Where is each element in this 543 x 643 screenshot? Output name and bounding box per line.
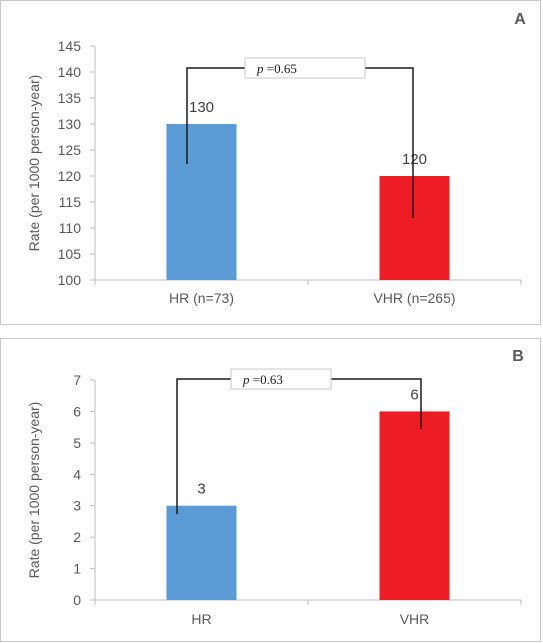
bar <box>166 124 237 280</box>
y-tick-label: 0 <box>73 592 81 608</box>
p-value-label: p =0.63 <box>242 372 283 387</box>
panel-label: A <box>514 11 526 28</box>
y-tick-label: 145 <box>58 38 82 54</box>
bar <box>379 176 450 280</box>
y-axis-title: Rate (per 1000 person-year) <box>26 75 42 252</box>
p-symbol: p <box>256 61 264 76</box>
data-label: 6 <box>410 386 418 403</box>
p-value-label: p =0.65 <box>256 61 297 76</box>
p-value-box <box>230 368 332 390</box>
data-label: 130 <box>189 99 214 116</box>
y-tick-label: 1 <box>73 561 81 577</box>
y-tick-label: 110 <box>59 220 82 236</box>
y-tick-label: 2 <box>73 529 81 545</box>
chart-panel-a: A 100 105 110 115 120 125 130 135 140 145 130 HR (n=… <box>0 0 541 325</box>
chart-a-svg: A 100 105 110 115 120 125 130 135 140 145 130 HR (n=… <box>26 11 526 306</box>
p-value-box <box>244 57 366 79</box>
chart-panel-b: B 0 1 2 3 4 5 6 7 3 HR 6 VHR Rate (per 1000 person-ye… <box>0 338 541 642</box>
y-tick-label: 4 <box>73 466 81 482</box>
category-label: VHR <box>400 611 430 627</box>
y-tick-label: 135 <box>58 90 82 106</box>
p-value: =0.63 <box>250 372 283 387</box>
y-tick-label: 100 <box>58 272 82 288</box>
y-axis-title: Rate (per 1000 person-year) <box>26 402 42 579</box>
y-tick-label: 6 <box>73 403 81 419</box>
bar <box>379 411 450 600</box>
y-tick-label: 125 <box>58 142 82 158</box>
y-tick-label: 105 <box>58 246 82 262</box>
y-tick-label: 115 <box>59 194 82 210</box>
p-symbol: p <box>242 372 250 387</box>
y-tick-label: 130 <box>58 116 82 132</box>
y-tick-label: 5 <box>73 435 81 451</box>
p-value: =0.65 <box>264 61 297 76</box>
category-label: VHR (n=265) <box>373 290 455 306</box>
y-tick-label: 140 <box>58 64 82 80</box>
bar <box>166 505 237 600</box>
category-label: HR (n=73) <box>169 290 234 306</box>
category-label: HR <box>191 611 211 627</box>
data-label: 3 <box>197 481 205 498</box>
y-tick-label: 120 <box>58 168 82 184</box>
data-label: 120 <box>402 151 427 168</box>
panel-label: B <box>512 348 524 365</box>
chart-b-svg: B 0 1 2 3 4 5 6 7 3 HR 6 VHR Rate (per 1000 person-ye… <box>26 348 524 627</box>
y-tick-label: 3 <box>73 498 81 514</box>
y-tick-label: 7 <box>73 372 81 388</box>
